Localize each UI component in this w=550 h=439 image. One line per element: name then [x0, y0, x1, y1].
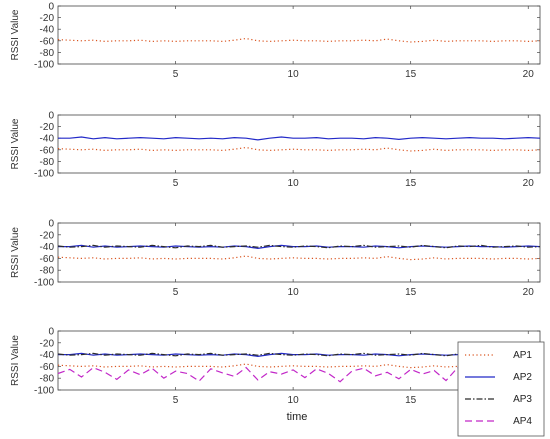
x-tick-label: 5	[173, 69, 179, 80]
legend: AP1 AP2 AP3 AP4	[457, 341, 545, 437]
subplot-2: 0-20-40-60-80-100 5 10 15 20 RSSI Value	[10, 111, 541, 189]
plot-area-1	[57, 5, 541, 65]
y-tick-label: -40	[40, 350, 55, 361]
x-tick-label: 10	[288, 287, 300, 298]
legend-label-ap4: AP4	[513, 416, 532, 427]
legend-label-ap2: AP2	[513, 372, 532, 383]
x-tick-label: 20	[523, 69, 535, 80]
x-tick-label: 5	[173, 287, 179, 298]
y-tick-label: 0	[48, 219, 54, 230]
plot-area-2	[57, 114, 541, 174]
y-tick-label: -20	[40, 230, 55, 241]
y-tick-label: -60	[40, 36, 55, 47]
legend-entry-ap2: AP2	[465, 372, 532, 383]
series-line-ap1	[57, 146, 541, 152]
y-tick-label: -60	[40, 254, 55, 265]
legend-label-ap1: AP1	[513, 350, 532, 361]
x-tick-label: 15	[405, 178, 417, 189]
y-tick-label: -100	[34, 60, 54, 71]
subplot-3: 0-20-40-60-80-100 5 10 15 20 RSSI Value	[10, 219, 541, 298]
x-tick-label: 5	[173, 178, 179, 189]
x-tick-label: 20	[523, 287, 535, 298]
series-line-ap1	[57, 255, 541, 261]
x-tick-label: 15	[405, 395, 417, 406]
legend-entry-ap3: AP3	[465, 394, 532, 405]
subplot-1: 0-20-40-60-80-100 5 10 15 20 RSSI Value	[10, 2, 541, 80]
x-tick-label: 15	[405, 287, 417, 298]
y-tick-label: -40	[40, 25, 55, 36]
x-tick-label: 10	[288, 69, 300, 80]
y-tick-label: -100	[34, 278, 54, 289]
y-tick-label: -80	[40, 374, 55, 385]
legend-label-ap3: AP3	[513, 394, 532, 405]
legend-entry-ap1: AP1	[465, 350, 532, 361]
y-tick-label: -20	[40, 122, 55, 133]
plot-area-3	[57, 222, 541, 283]
y-tick-label: 0	[48, 2, 54, 13]
y-axis-label: RSSI Value	[10, 227, 21, 278]
series-line-ap2	[58, 136, 541, 141]
series-line-ap1	[57, 37, 541, 43]
y-tick-label: -40	[40, 242, 55, 253]
y-tick-label: 0	[48, 327, 54, 338]
y-tick-label: -100	[34, 169, 54, 180]
series-line-ap3	[57, 244, 541, 249]
y-tick-label: 0	[48, 111, 54, 122]
y-axis-label: RSSI Value	[10, 335, 21, 386]
y-tick-label: -80	[40, 266, 55, 277]
legend-entry-ap4: AP4	[465, 416, 532, 427]
x-axis-label: time	[287, 411, 308, 423]
y-tick-label: -60	[40, 145, 55, 156]
legend-box	[457, 341, 545, 437]
y-tick-label: -100	[34, 386, 54, 397]
x-tick-label: 20	[523, 178, 535, 189]
y-tick-label: -60	[40, 362, 55, 373]
y-tick-label: -20	[40, 338, 55, 349]
x-tick-label: 10	[288, 178, 300, 189]
y-axis-label: RSSI Value	[10, 9, 21, 60]
y-tick-label: -40	[40, 134, 55, 145]
x-tick-label: 15	[405, 69, 417, 80]
y-tick-label: -80	[40, 157, 55, 168]
y-tick-label: -20	[40, 13, 55, 24]
y-axis-label: RSSI Value	[10, 118, 21, 169]
x-tick-label: 10	[288, 395, 300, 406]
y-tick-label: -80	[40, 48, 55, 59]
x-tick-label: 5	[173, 395, 179, 406]
